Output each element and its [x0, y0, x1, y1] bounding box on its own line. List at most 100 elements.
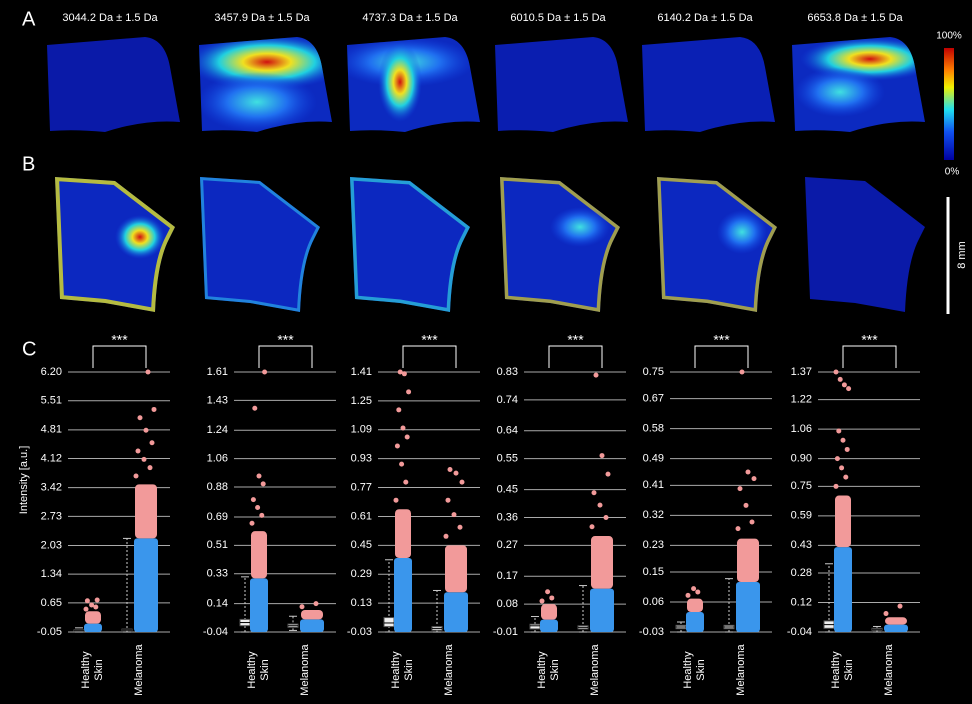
upper-points: [835, 495, 851, 548]
outlier-point: [695, 589, 701, 595]
outlier-point: [252, 405, 258, 411]
dense-points: [686, 612, 704, 632]
outlier-point: [93, 604, 99, 610]
outlier-point: [147, 465, 153, 471]
significance-label: ***: [713, 332, 730, 348]
outlier-point: [393, 497, 399, 503]
y-tick-label: 6.20: [41, 366, 62, 378]
outlier-point: [141, 456, 147, 462]
outlier-point: [404, 434, 410, 440]
outlier-point: [599, 453, 605, 459]
y-tick-label: 0.55: [497, 453, 518, 465]
mass-label: 3457.9 Da ± 1.5 Da: [214, 12, 310, 24]
y-tick-label: 0.69: [207, 511, 228, 523]
significance-bracket: [694, 345, 749, 368]
y-tick-label: 0.17: [497, 570, 518, 582]
significance-label: ***: [861, 332, 878, 348]
outlier-point: [691, 586, 697, 592]
upper-points: [445, 545, 467, 593]
outlier-point: [249, 520, 255, 526]
mass-label: 6140.2 Da ± 1.5 Da: [657, 12, 753, 24]
category-label: Melanoma: [299, 644, 311, 696]
outlier-point: [135, 448, 141, 454]
y-tick-label: 0.51: [207, 539, 228, 551]
upper-points: [301, 609, 323, 620]
outlier-point: [840, 437, 846, 443]
y-tick-label: 1.25: [351, 395, 372, 407]
dense-points: [134, 538, 158, 632]
y-tick-label: 1.24: [207, 424, 228, 436]
tissue-image: [199, 37, 332, 132]
outlier-point: [751, 476, 757, 482]
dense-points: [834, 547, 852, 632]
outlier-point: [151, 406, 157, 412]
outlier-point: [605, 471, 611, 477]
category-label: Melanoma: [589, 644, 601, 696]
outlier-point: [84, 598, 90, 604]
outlier-point: [149, 440, 155, 446]
outlier-point: [745, 469, 751, 475]
category-label: Melanoma: [443, 644, 455, 696]
outlier-point: [737, 486, 743, 492]
tissue-image: [805, 177, 925, 312]
mass-label: 4737.3 Da ± 1.5 Da: [362, 12, 458, 24]
outlier-point: [459, 479, 465, 485]
y-tick-label: 0.13: [351, 597, 372, 609]
significance-label: ***: [421, 332, 438, 348]
outlier-point: [833, 369, 839, 375]
category-label: Melanoma: [883, 644, 895, 696]
upper-points: [85, 611, 101, 624]
tissue-image: [792, 37, 925, 132]
outlier-point: [255, 505, 261, 511]
outlier-point: [549, 595, 555, 601]
y-tick-label: 0.75: [643, 366, 664, 378]
y-tick-label: 0.32: [643, 509, 664, 521]
y-tick-label: 1.06: [207, 453, 228, 465]
y-tick-label: 1.34: [41, 568, 62, 580]
y-tick-label: 0.61: [351, 510, 372, 522]
outlier-point: [137, 415, 143, 421]
outlier-point: [739, 369, 745, 375]
significance-label: ***: [567, 332, 584, 348]
y-tick-label: 0.58: [643, 423, 664, 435]
colorbar: [944, 48, 954, 160]
outlier-point: [399, 461, 405, 467]
outlier-point: [897, 603, 903, 609]
y-tick-label: 0.14: [207, 598, 228, 610]
y-tick-label: 0.36: [497, 511, 518, 523]
dense-points: [394, 557, 412, 632]
outlier-point: [406, 389, 412, 395]
category-label: Healthy Skin: [536, 651, 561, 689]
outlier-point: [256, 473, 262, 479]
upper-points: [135, 484, 157, 539]
upper-points: [591, 536, 613, 589]
outlier-point: [262, 369, 268, 375]
y-tick-label: 0.75: [791, 480, 812, 492]
outlier-point: [837, 376, 843, 382]
y-tick-label: 0.15: [643, 566, 664, 578]
y-tick-label: 0.41: [643, 479, 664, 491]
outlier-point: [591, 490, 597, 496]
y-tick-label: 0.45: [497, 484, 518, 496]
outlier-point: [839, 465, 845, 471]
y-tick-label: 0.23: [643, 539, 664, 551]
outlier-point: [545, 589, 551, 595]
y-axis-label: Intensity [a.u.]: [18, 446, 30, 514]
outlier-point: [749, 519, 755, 525]
panel-label: C: [22, 338, 36, 360]
y-tick-label: 0.06: [643, 596, 664, 608]
outlier-point: [589, 524, 595, 530]
outlier-point: [539, 598, 545, 604]
outlier-point: [844, 446, 850, 452]
category-label: Healthy Skin: [682, 651, 707, 689]
outlier-point: [400, 425, 406, 431]
upper-points: [737, 538, 759, 582]
upper-points: [395, 509, 411, 558]
category-label: Healthy Skin: [80, 651, 105, 689]
outlier-point: [260, 481, 266, 487]
y-tick-label: 5.51: [41, 395, 62, 407]
outlier-point: [133, 473, 139, 479]
y-tick-label: 4.12: [41, 452, 62, 464]
y-tick-label: 1.06: [791, 423, 812, 435]
outlier-point: [846, 386, 852, 392]
